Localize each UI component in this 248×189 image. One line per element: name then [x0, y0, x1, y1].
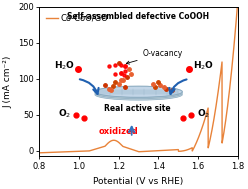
Co-CoO/GO: [129, 148, 132, 150]
Text: Self-assembled defective CoOOH: Self-assembled defective CoOOH: [66, 12, 209, 21]
Text: H$_2$O: H$_2$O: [54, 60, 75, 72]
Ellipse shape: [95, 89, 182, 100]
Legend: Co-CoO/GO: Co-CoO/GO: [45, 13, 109, 23]
Text: O$_2$: O$_2$: [58, 107, 71, 120]
Text: H$_2$O: H$_2$O: [193, 60, 214, 72]
Co-CoO/GO: [134, 150, 137, 152]
X-axis label: Potential (V vs RHE): Potential (V vs RHE): [93, 177, 184, 186]
Ellipse shape: [95, 88, 182, 99]
Ellipse shape: [95, 86, 182, 97]
Text: O-vacancy: O-vacancy: [126, 49, 183, 64]
Co-CoO/GO: [236, 0, 239, 1]
Co-CoO/GO: [38, 152, 41, 154]
Text: O$_2$: O$_2$: [197, 107, 210, 120]
Co-CoO/GO: [48, 151, 51, 154]
Ellipse shape: [95, 86, 182, 97]
Co-CoO/GO: [231, 65, 234, 67]
Co-CoO/GO: [231, 64, 234, 66]
Text: oxidized: oxidized: [99, 128, 139, 136]
Line: Co-CoO/GO: Co-CoO/GO: [39, 0, 238, 153]
Text: Real active site: Real active site: [104, 105, 171, 114]
Y-axis label: J (mA cm⁻²): J (mA cm⁻²): [3, 56, 12, 108]
Co-CoO/GO: [194, 143, 197, 145]
